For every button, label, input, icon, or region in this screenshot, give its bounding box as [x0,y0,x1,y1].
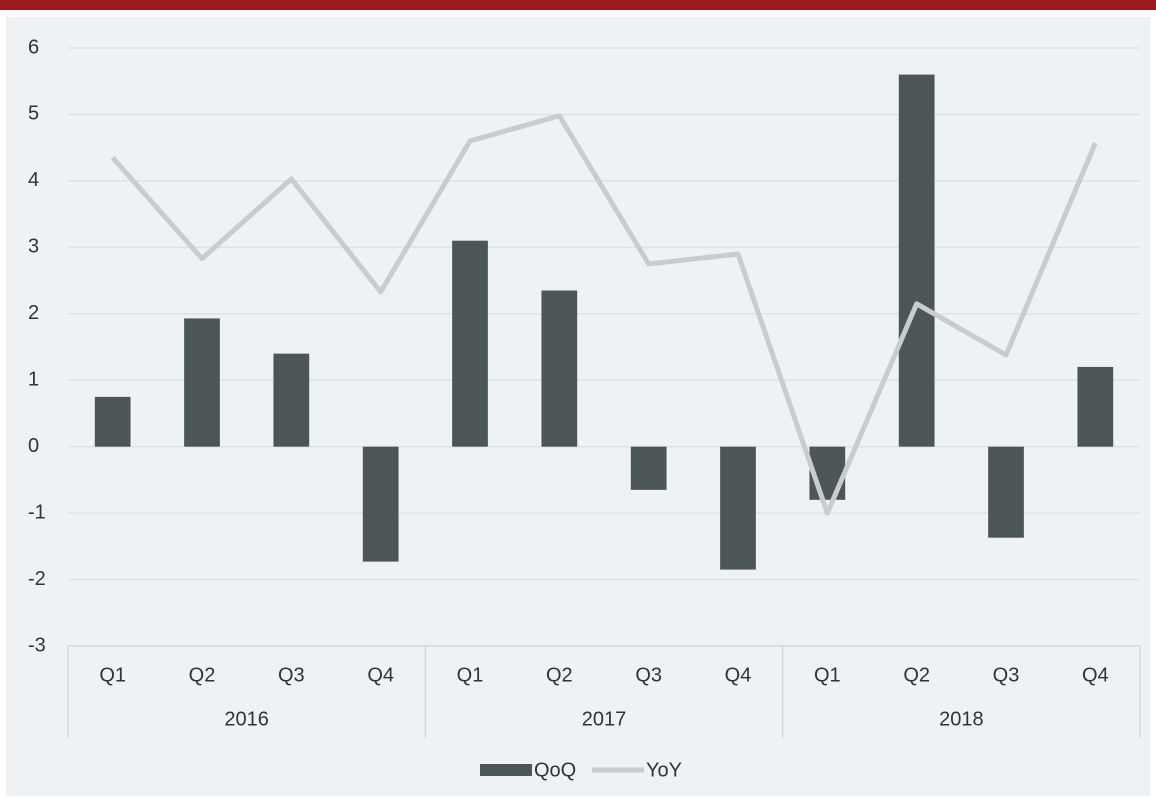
bar [452,240,488,447]
x-tick-label: Q2 [189,664,216,686]
bar [273,353,310,447]
bar [94,396,131,447]
bar [988,446,1024,538]
bar [720,446,756,570]
group-label: 2017 [582,708,627,730]
legend-label: YoY [646,759,682,781]
x-tick-label: Q1 [814,664,841,686]
y-tick-label: 3 [28,236,39,258]
bar [630,446,667,490]
y-tick-label: -1 [28,501,46,523]
y-tick-label: 2 [28,302,39,324]
line [110,113,1098,516]
bar [184,318,220,447]
x-tick-label: Q4 [725,664,752,686]
x-tick-label: Q3 [635,664,662,686]
bar [362,446,399,562]
y-tick-label: 5 [28,103,39,125]
x-tick-label: Q2 [903,664,930,686]
x-tick-label: Q2 [546,664,573,686]
group-label: 2016 [224,708,269,730]
group-label: 2018 [939,708,984,730]
y-tick-label: 0 [28,435,39,457]
y-tick-label: 6 [28,36,39,58]
y-tick-label: 4 [28,169,39,191]
bar [898,74,935,447]
x-tick-label: Q4 [1082,664,1109,686]
x-tick-label: Q4 [367,664,394,686]
y-tick-label: -3 [28,634,46,656]
x-tick-label: Q3 [278,664,305,686]
bar [1077,366,1114,447]
legend-swatch [480,764,532,776]
x-tick-label: Q3 [993,664,1020,686]
y-tick-label: 1 [28,369,39,391]
panel [6,17,1150,796]
x-tick-label: Q1 [99,664,126,686]
top-band [0,0,1156,10]
bar [541,290,578,447]
y-tick-label: -2 [28,568,46,590]
legend-label: QoQ [534,759,576,781]
x-tick-label: Q1 [457,664,484,686]
